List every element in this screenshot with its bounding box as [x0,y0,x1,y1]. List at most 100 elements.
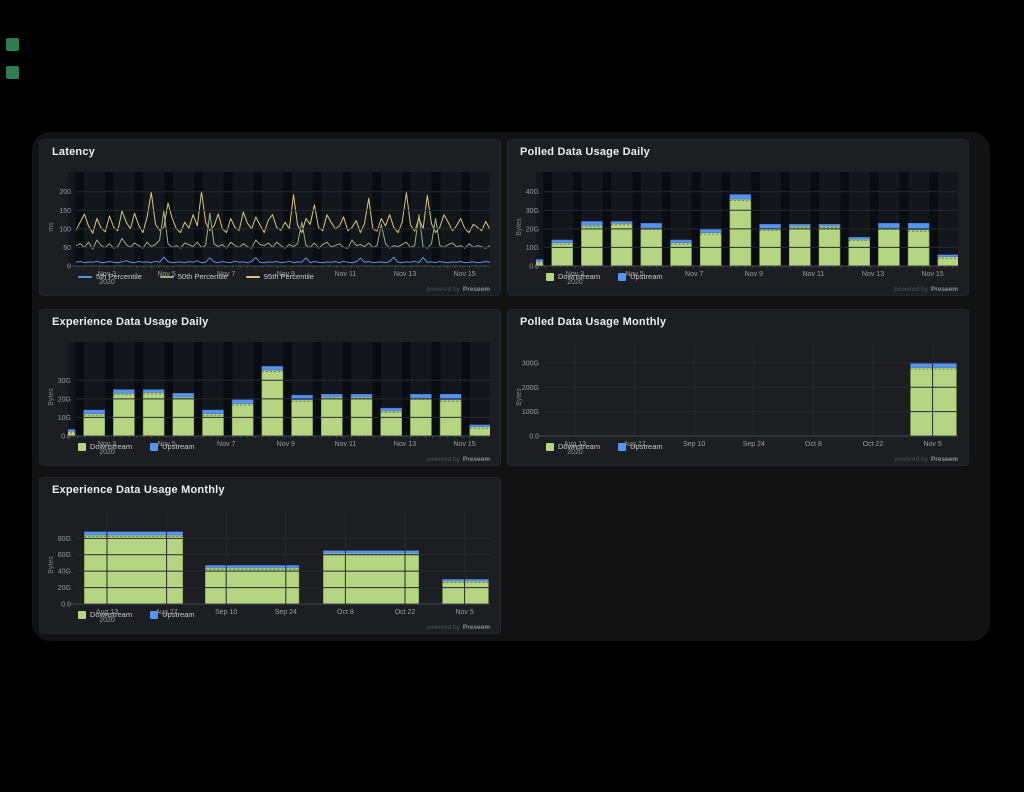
panel-title: Experience Data Usage Daily [52,316,208,328]
screen-background: Latency 050100150200Nov 32020Nov 5Nov 7N… [0,0,1024,792]
legend-item-downstream[interactable]: Downstream [546,272,600,281]
svg-text:80G: 80G [58,536,71,543]
svg-text:20G: 20G [58,396,71,403]
powered-by-footer: powered byPreseem [426,456,490,463]
svg-text:10G: 10G [58,415,71,422]
legend-label: 95th Percentile [264,272,314,281]
p95-line-swatch [246,276,260,278]
legend-item-upstream[interactable]: Upstream [150,442,195,451]
polled-daily-bar-chart[interactable]: 0.010G20G30G40GNov 32020Nov 5Nov 7Nov 9N… [508,158,968,288]
svg-text:Nov 13: Nov 13 [394,441,416,448]
legend-item-5th-percentile[interactable]: 5th Percentile [78,272,142,281]
svg-text:Bytes: Bytes [516,218,523,236]
legend-label: 5th Percentile [96,272,142,281]
chart-legend: Downstream Upstream [546,272,663,281]
legend-item-downstream[interactable]: Downstream [546,442,600,451]
legend-item-upstream[interactable]: Upstream [618,272,663,281]
chart-legend: Downstream Upstream [78,610,195,619]
svg-text:Nov 11: Nov 11 [335,271,357,278]
svg-text:Sep 24: Sep 24 [275,609,297,616]
svg-text:Sep 10: Sep 10 [215,609,237,616]
left-edge-marker [6,66,19,79]
legend-item-upstream[interactable]: Upstream [150,610,195,619]
experience-monthly-bar-chart[interactable]: 0.020G40G60G80GAug 132020Aug 27Sep 10Sep… [40,496,500,626]
svg-text:Nov 5: Nov 5 [455,609,473,616]
experience-daily-bar-chart[interactable]: 0.010G20G30GNov 32020Nov 5Nov 7Nov 9Nov … [40,328,500,458]
powered-by-footer: powered byPreseem [426,286,490,293]
svg-text:Oct 8: Oct 8 [337,609,354,616]
svg-text:10G: 10G [526,245,539,252]
legend-label: Downstream [90,610,132,619]
panel-polled-monthly: Polled Data Usage Monthly 0.0100G200G300… [508,310,968,465]
legend-label: Downstream [90,442,132,451]
svg-text:0.0: 0.0 [529,264,539,271]
svg-text:0.0: 0.0 [61,434,71,441]
svg-text:Bytes: Bytes [516,388,523,406]
downstream-swatch [78,611,86,619]
svg-text:Oct 22: Oct 22 [395,609,416,616]
brand-link[interactable]: Preseem [463,624,490,631]
powered-by-text: powered by [426,624,460,631]
svg-text:Nov 7: Nov 7 [217,441,235,448]
svg-text:20G: 20G [58,585,71,592]
svg-text:Sep 24: Sep 24 [743,441,765,448]
brand-link[interactable]: Preseem [463,286,490,293]
legend-item-downstream[interactable]: Downstream [78,610,132,619]
svg-text:150: 150 [59,208,71,215]
svg-text:Nov 11: Nov 11 [335,441,357,448]
svg-text:0: 0 [67,264,71,271]
brand-link[interactable]: Preseem [931,286,958,293]
svg-text:Nov 5: Nov 5 [923,441,941,448]
p5-line-swatch [78,276,92,278]
legend-label: Upstream [630,442,663,451]
svg-text:200: 200 [59,189,71,196]
powered-by-text: powered by [426,456,460,463]
dashboard-container: Latency 050100150200Nov 32020Nov 5Nov 7N… [32,132,990,641]
svg-text:100: 100 [59,226,71,233]
upstream-swatch [150,443,158,451]
legend-label: Upstream [630,272,663,281]
polled-monthly-bar-chart[interactable]: 0.0100G200G300GAug 132020Aug 27Sep 10Sep… [508,328,968,458]
chart-legend: Downstream Upstream [546,442,663,451]
panel-title: Latency [52,146,95,158]
panel-polled-daily: Polled Data Usage Daily 0.010G20G30G40GN… [508,140,968,295]
svg-text:30G: 30G [58,378,71,385]
svg-text:Nov 15: Nov 15 [454,441,476,448]
svg-text:Bytes: Bytes [48,388,55,406]
p50-line-swatch [160,276,174,278]
svg-text:300G: 300G [522,360,539,367]
brand-link[interactable]: Preseem [931,456,958,463]
left-edge-marker [6,38,19,51]
svg-text:Nov 7: Nov 7 [685,271,703,278]
legend-label: 50th Percentile [178,272,228,281]
svg-text:60G: 60G [58,552,71,559]
powered-by-text: powered by [894,286,928,293]
legend-item-95th-percentile[interactable]: 95th Percentile [246,272,314,281]
brand-link[interactable]: Preseem [463,456,490,463]
legend-item-upstream[interactable]: Upstream [618,442,663,451]
latency-line-chart[interactable]: 050100150200Nov 32020Nov 5Nov 7Nov 9Nov … [40,158,500,288]
powered-by-text: powered by [894,456,928,463]
panel-title: Polled Data Usage Daily [520,146,650,158]
panel-title: Polled Data Usage Monthly [520,316,666,328]
legend-label: Upstream [162,610,195,619]
chart-legend: Downstream Upstream [78,442,195,451]
chart-legend: 5th Percentile 50th Percentile 95th Perc… [78,272,314,281]
svg-text:ms: ms [48,222,55,232]
svg-text:50: 50 [63,245,71,252]
svg-text:Nov 9: Nov 9 [745,271,763,278]
legend-label: Downstream [558,272,600,281]
svg-text:Nov 13: Nov 13 [394,271,416,278]
panel-experience-monthly: Experience Data Usage Monthly 0.020G40G6… [40,478,500,633]
svg-text:30G: 30G [526,208,539,215]
powered-by-footer: powered byPreseem [426,624,490,631]
downstream-swatch [546,443,554,451]
svg-text:0.0: 0.0 [61,602,71,609]
legend-item-downstream[interactable]: Downstream [78,442,132,451]
upstream-swatch [618,443,626,451]
powered-by-footer: powered byPreseem [894,456,958,463]
svg-text:Sep 10: Sep 10 [683,441,705,448]
legend-item-50th-percentile[interactable]: 50th Percentile [160,272,228,281]
svg-text:40G: 40G [58,569,71,576]
svg-text:40G: 40G [526,189,539,196]
